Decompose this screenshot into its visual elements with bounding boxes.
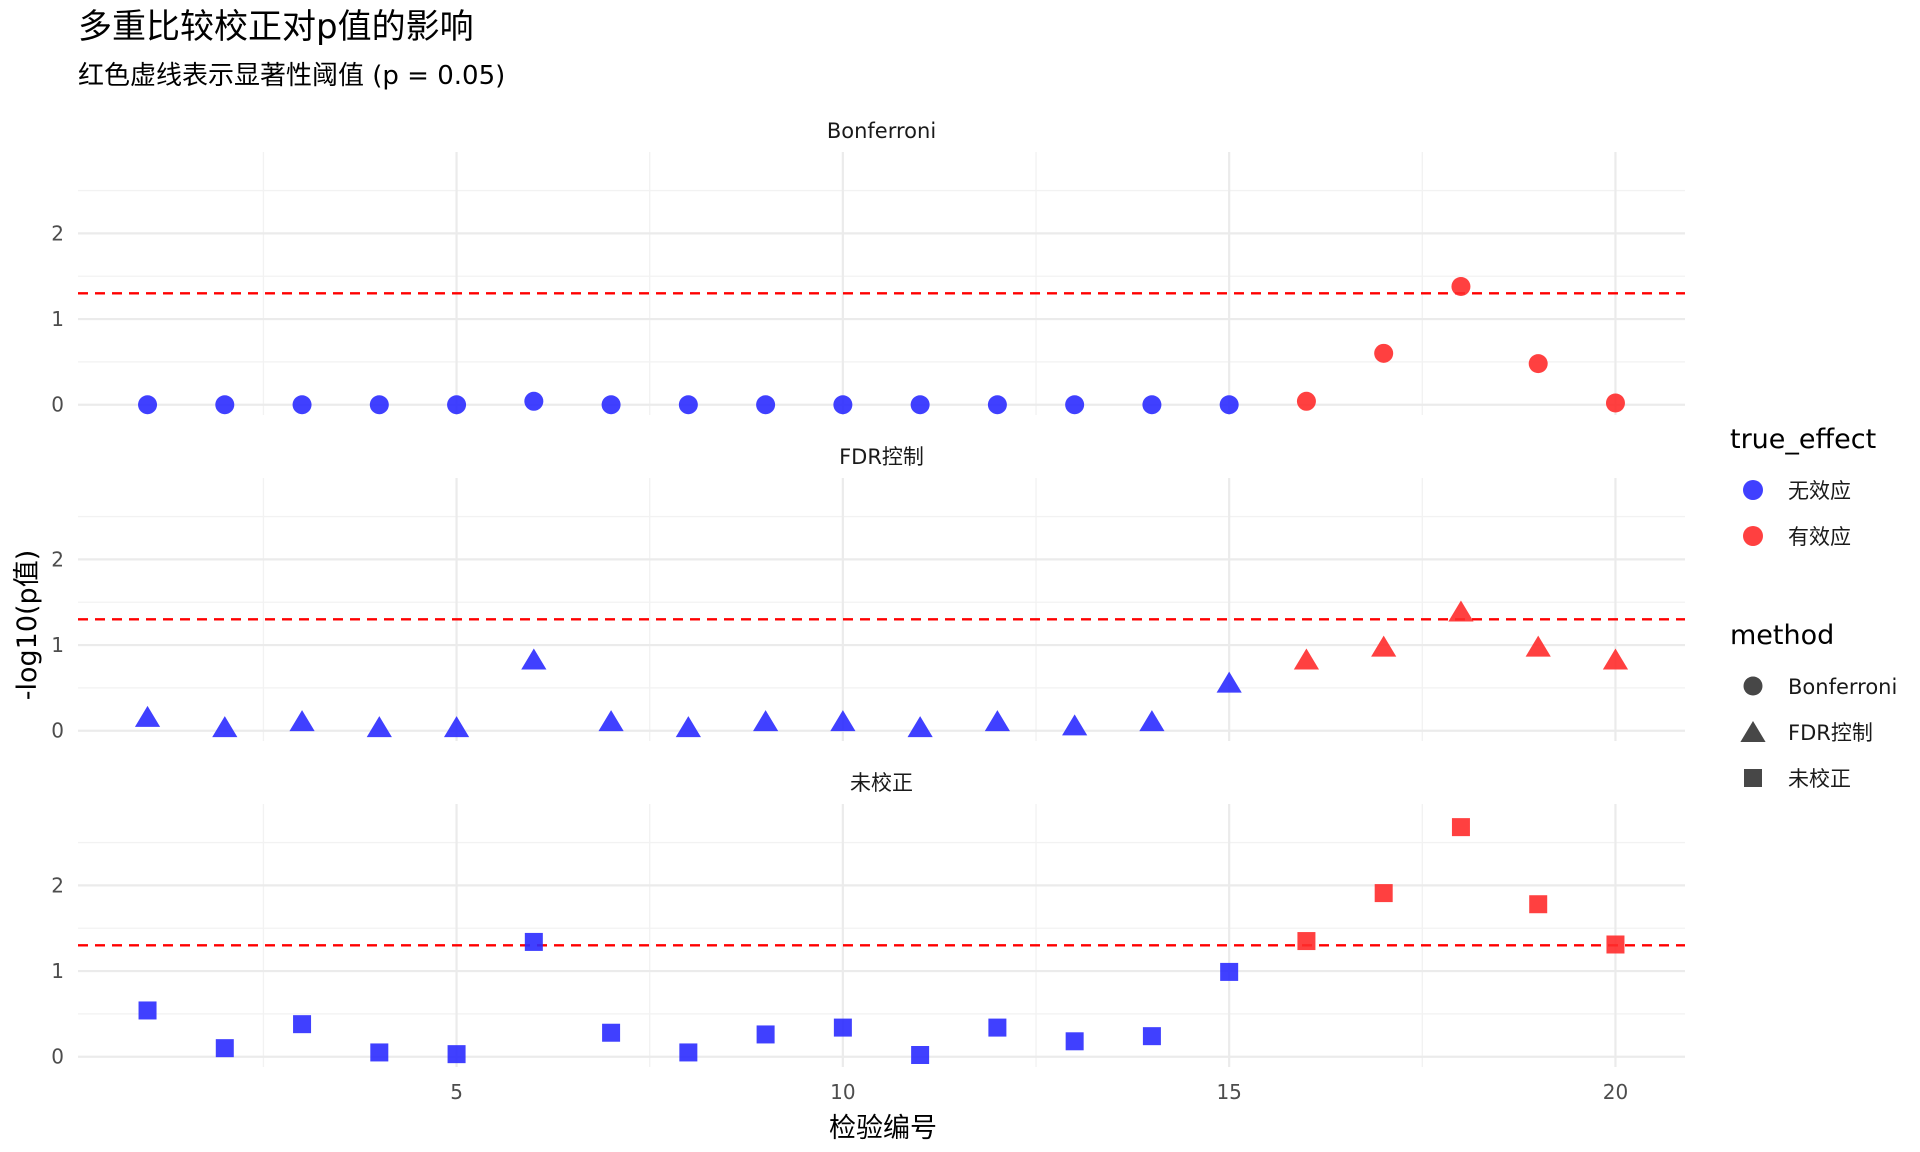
data-point (911, 1046, 930, 1065)
legend-color-key (1743, 526, 1763, 546)
y-axis-title: -log10(p值) (12, 550, 43, 700)
legend-color-label: 无效应 (1788, 479, 1851, 503)
y-tick-label: 0 (51, 719, 64, 743)
y-tick-label: 0 (51, 1045, 64, 1069)
data-point (370, 1043, 389, 1062)
x-tick-label: 15 (1216, 1080, 1241, 1104)
data-point (215, 1039, 234, 1058)
data-point (212, 716, 238, 738)
data-point (215, 395, 235, 415)
legend-color-title: true_effect (1730, 424, 1876, 455)
data-point (369, 395, 389, 415)
chart-subtitle: 红色虚线表示显著性阈值 (p = 0.05) (78, 61, 505, 91)
data-point (1216, 671, 1242, 693)
data-point (1374, 884, 1393, 903)
data-point (521, 648, 547, 670)
legend-shape-label: FDR控制 (1788, 721, 1873, 745)
data-point (138, 1001, 157, 1020)
x-tick-label: 5 (450, 1080, 463, 1104)
data-point (598, 710, 624, 732)
data-point (1293, 648, 1320, 670)
y-tick-label: 2 (51, 873, 64, 897)
data-point (1142, 395, 1162, 415)
x-tick-label: 20 (1603, 1080, 1628, 1104)
data-point (753, 710, 779, 732)
data-point (447, 1045, 466, 1064)
data-point (1062, 714, 1088, 736)
facet-strip-label: 未校正 (850, 771, 913, 795)
facet-panel: Bonferroni 0 1 2 (51, 119, 1685, 417)
y-tick-label: 1 (51, 959, 64, 983)
chart-title: 多重比较校正对p值的影响 (78, 7, 474, 47)
data-point (138, 395, 158, 415)
facet-strip-label: FDR控制 (839, 445, 924, 469)
facet-panel: FDR控制 0 1 2 (51, 445, 1685, 743)
data-point (987, 395, 1007, 415)
x-axis-title: 检验编号 (829, 1113, 937, 1144)
data-point (602, 1023, 621, 1042)
data-point (1606, 935, 1625, 954)
data-point (833, 395, 853, 415)
data-point (1065, 395, 1085, 415)
data-point (678, 395, 698, 415)
legend-shape-label: Bonferroni (1788, 675, 1897, 699)
data-point (293, 1015, 312, 1034)
data-point (1451, 276, 1471, 296)
data-point (1219, 395, 1239, 415)
data-point (1139, 710, 1165, 732)
data-point (984, 710, 1010, 732)
data-point (601, 395, 621, 415)
data-point (1296, 391, 1316, 411)
data-point (366, 716, 392, 738)
x-tick-label: 10 (830, 1080, 855, 1104)
data-point (1451, 818, 1470, 837)
legend-shape-label: 未校正 (1788, 767, 1851, 791)
data-point (988, 1018, 1007, 1037)
data-point (1371, 635, 1397, 657)
data-point (443, 716, 470, 738)
data-point (524, 932, 543, 951)
data-point (292, 395, 312, 415)
data-point (830, 710, 856, 732)
data-point (1220, 962, 1239, 981)
data-point (1374, 343, 1394, 363)
data-point (1448, 600, 1474, 622)
legend-shape-key (1740, 721, 1766, 742)
data-point (1528, 354, 1548, 374)
y-tick-label: 2 (51, 221, 64, 245)
legend-color-key (1743, 480, 1763, 500)
data-point (833, 1018, 852, 1037)
facet-panel: 未校正 0 1 2 5 10 15 20 (51, 771, 1685, 1104)
data-point (447, 395, 467, 415)
y-tick-label: 1 (51, 307, 64, 331)
data-point (524, 391, 544, 411)
data-point (1297, 932, 1316, 951)
facet-panels: Bonferroni 0 1 2 FDR控制 0 1 2 未校正 0 1 2 5 10 15 20 (51, 119, 1685, 1104)
y-tick-label: 0 (51, 393, 64, 417)
data-point (675, 716, 701, 738)
data-point (756, 1025, 775, 1044)
y-tick-label: 2 (51, 547, 64, 571)
data-point (134, 705, 161, 727)
data-point (1602, 648, 1629, 670)
data-point (679, 1043, 698, 1062)
data-point (1065, 1032, 1084, 1051)
data-point (756, 395, 776, 415)
data-point (1142, 1027, 1161, 1046)
legend-shape-key (1744, 769, 1762, 787)
data-point (1529, 895, 1548, 914)
legend-shape-title: method (1730, 620, 1834, 651)
data-point (289, 710, 315, 732)
y-tick-label: 1 (51, 633, 64, 657)
data-point (907, 716, 933, 738)
data-point (910, 395, 930, 415)
legend-shape-key (1743, 676, 1763, 696)
legend-color-label: 有效应 (1788, 525, 1851, 549)
data-point (1525, 635, 1551, 657)
facet-strip-label: Bonferroni (827, 119, 936, 143)
data-point (1605, 393, 1625, 413)
